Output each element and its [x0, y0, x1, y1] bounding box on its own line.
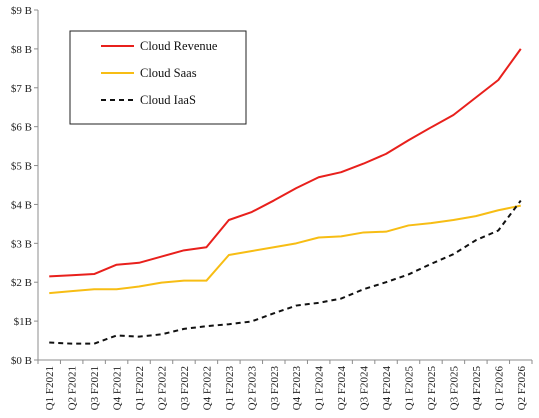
y-tick-label: $1B — [14, 316, 32, 328]
x-tick-label: Q2 F2023 — [246, 366, 258, 411]
y-tick-label: $4 B — [11, 199, 32, 211]
x-tick-label: Q2 F2021 — [67, 366, 79, 410]
x-tick-label: Q4 F2025 — [471, 366, 483, 411]
x-tick-label: Q2 F2022 — [157, 366, 169, 410]
x-tick-label: Q3 F2021 — [89, 366, 101, 410]
y-tick-label: $5 B — [11, 161, 32, 173]
x-tick-label: Q1 F2022 — [134, 366, 146, 410]
chart-legend: Cloud Revenue Cloud Saas Cloud IaaS — [69, 30, 247, 125]
legend-label: Cloud Revenue — [140, 39, 218, 53]
y-tick-label: $6 B — [11, 122, 32, 134]
legend-label: Cloud IaaS — [140, 93, 196, 107]
series-line-3 — [49, 199, 522, 345]
x-tick-label: Q1 F2021 — [44, 366, 56, 410]
x-tick-label: Q2 F2025 — [426, 366, 438, 411]
y-tick-label: $3 B — [11, 238, 32, 250]
y-tick-label: $0 B — [11, 355, 32, 367]
legend-box — [69, 30, 247, 125]
x-tick-label: Q2 F2026 — [516, 366, 528, 411]
x-tick-label: Q4 F2024 — [381, 366, 393, 411]
y-tick-label: $8 B — [11, 44, 32, 56]
series-line-1 — [49, 48, 522, 278]
x-tick-label: Q3 F2023 — [269, 366, 281, 411]
series-line-2 — [49, 204, 521, 295]
y-tick-label: $9 B — [11, 5, 32, 17]
chart-axes: $0 B $1B $2 B $3 B $4 B $5 B $6 B $7 B $8 B $9 B Q… — [11, 5, 533, 411]
y-tick-label: $7 B — [11, 83, 32, 95]
x-tick-label: Q3 F2024 — [359, 366, 371, 411]
x-tick-label: Q1 F2026 — [493, 366, 505, 411]
x-tick-label: Q4 F2023 — [291, 366, 303, 411]
legend-label: Cloud Saas — [140, 66, 197, 80]
x-tick-label: Q2 F2024 — [336, 366, 348, 411]
x-tick-label: Q1 F2025 — [404, 366, 416, 411]
x-tick-label: Q3 F2025 — [448, 366, 460, 411]
x-tick-label: Q4 F2021 — [112, 366, 124, 410]
chart-series — [49, 48, 522, 345]
x-tick-label: Q4 F2022 — [201, 366, 213, 410]
x-tick-label: Q1 F2024 — [314, 366, 326, 411]
x-tick-label: Q1 F2023 — [224, 366, 236, 411]
y-tick-label: $2 B — [11, 277, 32, 289]
x-tick-label: Q3 F2022 — [179, 366, 191, 410]
